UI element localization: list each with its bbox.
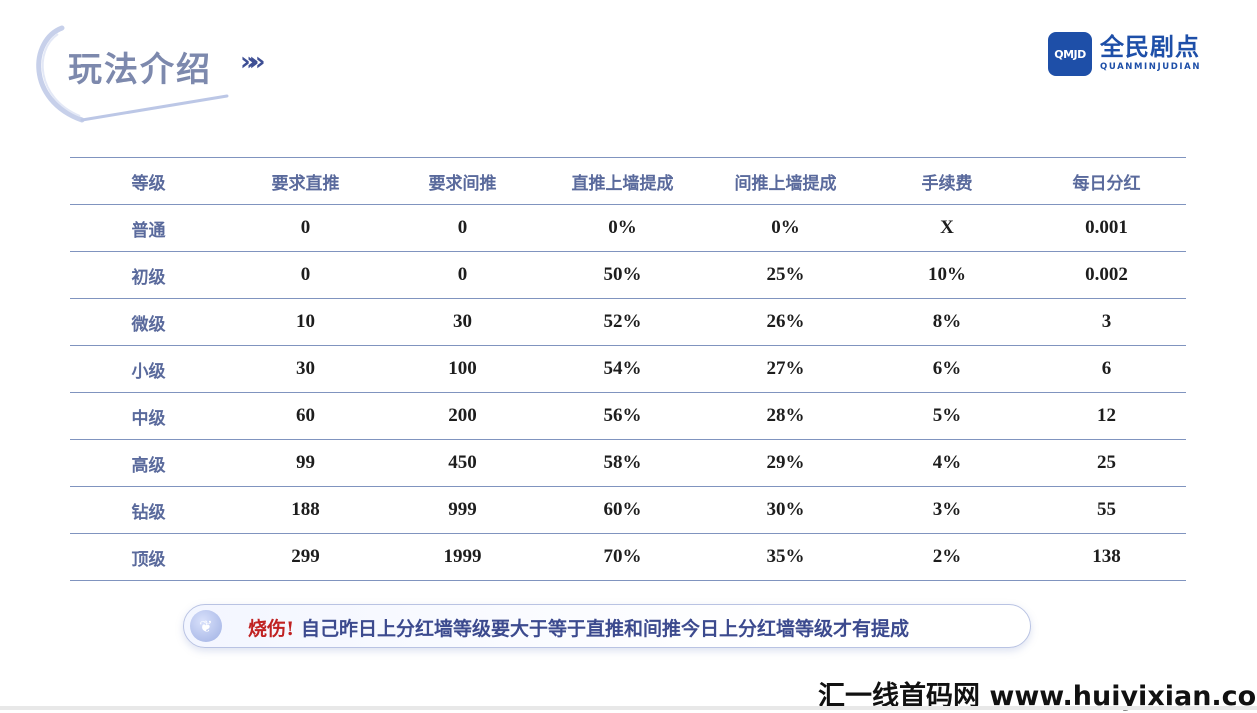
table-cell: 4%: [867, 439, 1027, 487]
sprout-icon: ❦: [190, 610, 222, 642]
table-cell: 60: [227, 392, 384, 440]
table-cell: 999: [384, 486, 541, 534]
level-cell: 小级: [70, 345, 227, 393]
table-cell: 25%: [704, 251, 867, 299]
table-cell: 450: [384, 439, 541, 487]
logo-name: 全民剧点: [1100, 33, 1200, 61]
table-row: 小级 30 100 54% 27% 6% 6: [70, 345, 1186, 393]
column-header: 等级: [70, 157, 227, 205]
table-cell: 30: [384, 298, 541, 346]
table-cell: 100: [384, 345, 541, 393]
table-cell: 0: [384, 204, 541, 252]
table-cell: 200: [384, 392, 541, 440]
table-cell: 58%: [541, 439, 704, 487]
table-cell: 28%: [704, 392, 867, 440]
table-cell: 29%: [704, 439, 867, 487]
notice-banner: ❦ 烧伤! 自己昨日上分红墙等级要大于等于直推和间推今日上分红墙等级才有提成: [183, 604, 1031, 648]
table-cell: 3: [1027, 298, 1186, 346]
column-header: 直推上墙提成: [541, 157, 704, 205]
logo-mark: QMJD: [1048, 32, 1092, 76]
table-cell: 188: [227, 486, 384, 534]
column-header: 每日分红: [1027, 157, 1186, 205]
table-row: 钻级 188 999 60% 30% 3% 55: [70, 486, 1186, 534]
level-cell: 微级: [70, 298, 227, 346]
table-cell: 6%: [867, 345, 1027, 393]
table-row: 顶级 299 1999 70% 35% 2% 138: [70, 533, 1186, 581]
notice-label: 烧伤!: [248, 618, 295, 640]
table-cell: 0.002: [1027, 251, 1186, 299]
table-cell: 6: [1027, 345, 1186, 393]
table-cell: 1999: [384, 533, 541, 581]
table-row: 普通 0 0 0% 0% X 0.001: [70, 204, 1186, 252]
table-cell: 0: [227, 204, 384, 252]
table-cell: 2%: [867, 533, 1027, 581]
level-table: 等级 要求直推 要求间推 直推上墙提成 间推上墙提成 手续费 每日分红 普通 0…: [70, 157, 1186, 581]
notice-text: 烧伤! 自己昨日上分红墙等级要大于等于直推和间推今日上分红墙等级才有提成: [248, 614, 909, 641]
table-cell: 0%: [541, 204, 704, 252]
table-cell: 50%: [541, 251, 704, 299]
table-cell: 10%: [867, 251, 1027, 299]
table-cell: 3%: [867, 486, 1027, 534]
table-cell: 99: [227, 439, 384, 487]
table-cell: 12: [1027, 392, 1186, 440]
table-cell: 35%: [704, 533, 867, 581]
table-cell: 55: [1027, 486, 1186, 534]
column-header: 手续费: [867, 157, 1027, 205]
logo-subtitle: QUANMINJUDIAN: [1100, 62, 1202, 72]
bottom-divider: [0, 706, 1257, 710]
table-cell: 138: [1027, 533, 1186, 581]
table-cell: 27%: [704, 345, 867, 393]
brand-logo: QMJD 全民剧点 QUANMINJUDIAN: [1048, 32, 1208, 76]
table-row: 微级 10 30 52% 26% 8% 3: [70, 298, 1186, 346]
table-cell: 0: [227, 251, 384, 299]
table-header-row: 等级 要求直推 要求间推 直推上墙提成 间推上墙提成 手续费 每日分红: [70, 157, 1186, 205]
table-cell: 299: [227, 533, 384, 581]
level-cell: 高级: [70, 439, 227, 487]
table-cell: 26%: [704, 298, 867, 346]
table-cell: 56%: [541, 392, 704, 440]
table-row: 高级 99 450 58% 29% 4% 25: [70, 439, 1186, 487]
level-cell: 钻级: [70, 486, 227, 534]
table-cell: 10: [227, 298, 384, 346]
table-cell: 54%: [541, 345, 704, 393]
table-cell: 70%: [541, 533, 704, 581]
level-cell: 初级: [70, 251, 227, 299]
column-header: 要求直推: [227, 157, 384, 205]
column-header: 间推上墙提成: [704, 157, 867, 205]
table-cell: 0.001: [1027, 204, 1186, 252]
table-row: 初级 0 0 50% 25% 10% 0.002: [70, 251, 1186, 299]
notice-body: 自己昨日上分红墙等级要大于等于直推和间推今日上分红墙等级才有提成: [300, 618, 909, 640]
level-cell: 中级: [70, 392, 227, 440]
table-cell: 0: [384, 251, 541, 299]
table-cell: 30: [227, 345, 384, 393]
table-cell: 0%: [704, 204, 867, 252]
chevron-right-icon: »»: [240, 47, 265, 77]
table-cell: 25: [1027, 439, 1186, 487]
level-cell: 普通: [70, 204, 227, 252]
table-cell: 52%: [541, 298, 704, 346]
page-title: 玩法介绍: [68, 50, 212, 90]
table-cell: 30%: [704, 486, 867, 534]
column-header: 要求间推: [384, 157, 541, 205]
table-cell: 5%: [867, 392, 1027, 440]
table-row: 中级 60 200 56% 28% 5% 12: [70, 392, 1186, 440]
table-cell: 8%: [867, 298, 1027, 346]
table-cell: X: [867, 204, 1027, 252]
title-decoration: [36, 25, 229, 123]
table-cell: 60%: [541, 486, 704, 534]
level-cell: 顶级: [70, 533, 227, 581]
